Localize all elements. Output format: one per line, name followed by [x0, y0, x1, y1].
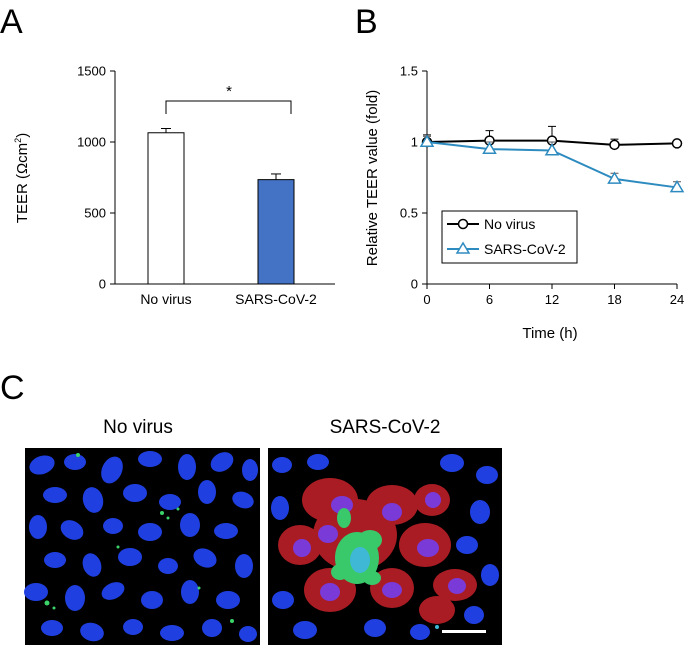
chart-a-y-axis-title: TEER (Ωcm2) [13, 133, 31, 223]
chart-b-point-triangle [482, 141, 497, 155]
chart-b-legend-marker [455, 241, 471, 254]
chart-b-point-triangle [419, 134, 435, 147]
chart-a-y-tick-label: 500 [84, 206, 106, 221]
chart-b-legend-label: No virus [484, 216, 535, 232]
chart-b-y-tick-label: 0.5 [400, 206, 418, 221]
chart-b-x-tick-label: 0 [423, 292, 430, 307]
chart-b-point-circle [609, 139, 620, 151]
chart-b-point-circle [671, 138, 683, 149]
chart-a-category-label: No virus [140, 291, 191, 307]
chart-b-x-axis-title: Time (h) [522, 325, 577, 342]
chart-b-x-tick-label: 6 [486, 292, 493, 307]
panel-c-letter: C [0, 369, 25, 407]
chart-b-relative-teer-line-chart: Time (h) Relative TEER value (fold) 0 0.5… [364, 64, 685, 342]
chart-b-y-tick-label: 0 [411, 277, 418, 292]
panel-b-letter: B [355, 3, 378, 41]
chart-a-y-tick-label: 0 [99, 277, 106, 292]
micrograph-sars-cov-2-title: SARS-CoV-2 [330, 417, 441, 438]
micrograph-no-virus-image [24, 448, 260, 645]
chart-a-teer-bar-chart: TEER (Ωcm2) 0 500 1000 1500 No virus SARS-CoV… [13, 64, 335, 307]
chart-b-x-tick-label: 12 [545, 292, 559, 307]
chart-a-y-tick-label: 1500 [77, 64, 106, 79]
micrograph-sars-cov-2-image [268, 448, 502, 645]
chart-a-bar [257, 179, 295, 285]
chart-a-category-label: SARS-CoV-2 [235, 291, 317, 307]
scale-bar [442, 630, 486, 633]
chart-b-point-triangle [607, 171, 622, 184]
panel-a-letter: A [0, 3, 23, 41]
chart-b-legend-marker [457, 218, 469, 230]
chart-b-y-axis-title: Relative TEER value (fold) [364, 90, 381, 266]
chart-b-y-tick-label: 1 [411, 135, 418, 150]
chart-b-x-tick-label: 24 [670, 292, 684, 307]
chart-b-point-triangle [669, 179, 685, 193]
chart-a-bar [147, 132, 185, 285]
micrograph-no-virus-title: No virus [103, 417, 173, 438]
chart-b-legend-label: SARS-CoV-2 [484, 241, 566, 257]
chart-b-y-tick-label: 1.5 [400, 64, 418, 79]
chart-a-y-tick-label: 1000 [77, 135, 106, 150]
chart-a-significance-label: * [226, 83, 232, 100]
chart-b-x-tick-label: 18 [607, 292, 621, 307]
chart-a-significance-bracket [165, 100, 292, 114]
chart-b-point-triangle [544, 143, 560, 156]
